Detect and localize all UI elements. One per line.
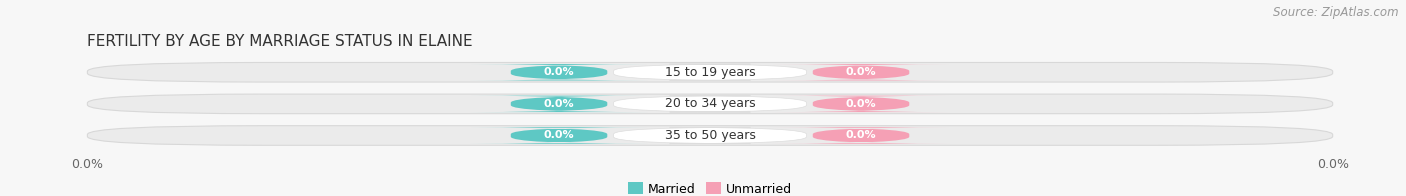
FancyBboxPatch shape — [87, 126, 1333, 145]
FancyBboxPatch shape — [470, 96, 648, 112]
FancyBboxPatch shape — [772, 127, 950, 144]
FancyBboxPatch shape — [772, 96, 950, 112]
Text: Source: ZipAtlas.com: Source: ZipAtlas.com — [1274, 6, 1399, 19]
FancyBboxPatch shape — [470, 64, 648, 81]
Text: 0.0%: 0.0% — [846, 99, 876, 109]
Text: 0.0%: 0.0% — [846, 67, 876, 77]
Text: FERTILITY BY AGE BY MARRIAGE STATUS IN ELAINE: FERTILITY BY AGE BY MARRIAGE STATUS IN E… — [87, 34, 472, 49]
Text: 0.0%: 0.0% — [544, 99, 574, 109]
Text: 0.0%: 0.0% — [846, 131, 876, 141]
Legend: Married, Unmarried: Married, Unmarried — [623, 177, 797, 196]
Text: 0.0%: 0.0% — [544, 131, 574, 141]
FancyBboxPatch shape — [613, 64, 807, 81]
FancyBboxPatch shape — [470, 127, 648, 144]
FancyBboxPatch shape — [87, 63, 1333, 82]
Text: 35 to 50 years: 35 to 50 years — [665, 129, 755, 142]
Text: 15 to 19 years: 15 to 19 years — [665, 66, 755, 79]
FancyBboxPatch shape — [613, 96, 807, 112]
FancyBboxPatch shape — [772, 64, 950, 81]
Text: 0.0%: 0.0% — [544, 67, 574, 77]
Text: 20 to 34 years: 20 to 34 years — [665, 97, 755, 110]
FancyBboxPatch shape — [613, 127, 807, 144]
FancyBboxPatch shape — [87, 94, 1333, 114]
